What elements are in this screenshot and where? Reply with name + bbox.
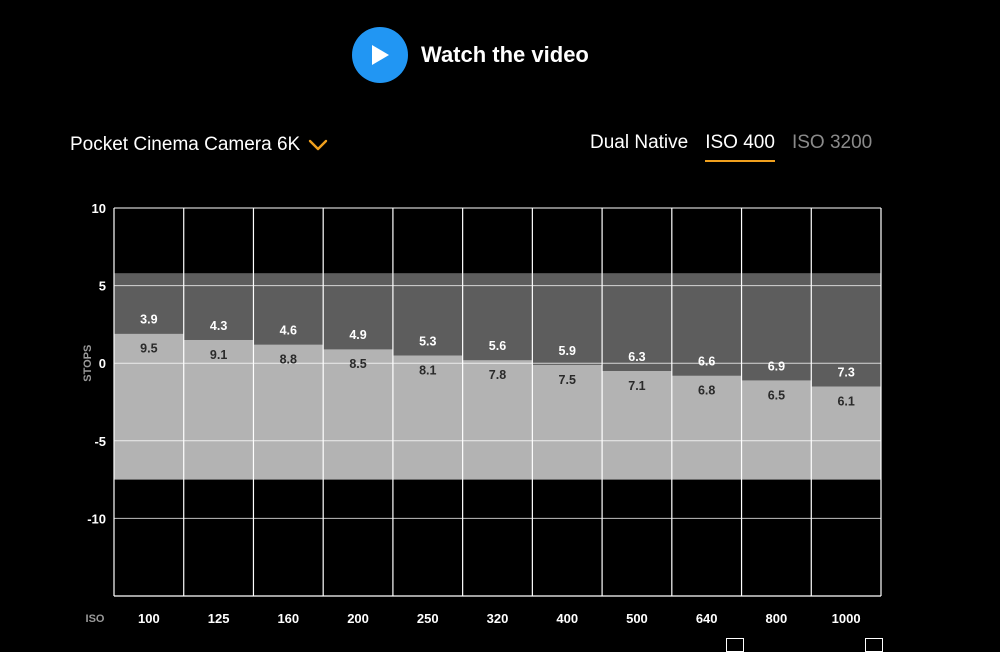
- x-tick-label: 200: [347, 611, 369, 626]
- legend-boxes: [0, 636, 1000, 652]
- legend-box: [726, 638, 744, 652]
- data-label-below: 8.8: [280, 353, 297, 367]
- data-label-above: 7.3: [837, 365, 854, 379]
- x-axis-label: ISO: [86, 613, 105, 625]
- upper-range-bar: [671, 273, 742, 376]
- dynamic-range-chart: 3.99.51004.39.11254.68.81604.98.52005.38…: [82, 201, 882, 626]
- upper-range-bar: [462, 273, 533, 361]
- data-label-below: 6.1: [837, 394, 854, 408]
- tab-iso-3200[interactable]: ISO 3200: [791, 132, 873, 153]
- x-tick-label: 500: [626, 611, 648, 626]
- lower-range-bar: [392, 355, 463, 480]
- y-tick-label: 10: [92, 201, 106, 216]
- data-label-above: 5.3: [419, 334, 436, 348]
- upper-range-bar: [602, 273, 672, 371]
- watch-video-label: Watch the video: [421, 42, 589, 67]
- data-label-above: 4.6: [280, 324, 297, 338]
- play-icon[interactable]: [352, 27, 408, 83]
- x-tick-label: 640: [696, 611, 718, 626]
- data-label-above: 5.9: [559, 344, 576, 358]
- upper-range-bar: [741, 273, 812, 381]
- x-tick-label: 800: [766, 611, 788, 626]
- lower-range-bar: [114, 333, 184, 480]
- upper-range-bar: [392, 273, 463, 356]
- lower-range-bar: [741, 380, 812, 480]
- upper-range-bar: [532, 273, 603, 365]
- dual-native-label: Dual Native: [590, 132, 689, 153]
- watch-video-button[interactable]: Watch the video: [352, 27, 589, 83]
- camera-select[interactable]: Pocket Cinema Camera 6K: [70, 132, 328, 158]
- x-tick-label: 400: [556, 611, 578, 626]
- lower-range-bar: [671, 375, 742, 480]
- data-label-above: 5.6: [489, 339, 506, 353]
- lower-range-bar: [253, 344, 324, 480]
- y-axis-label: STOPS: [82, 345, 94, 382]
- x-tick-label: 100: [138, 611, 160, 626]
- data-label-below: 8.5: [349, 357, 366, 371]
- lower-range-bar: [602, 370, 672, 480]
- chevron-down-icon: [308, 139, 328, 151]
- upper-range-bar: [253, 273, 324, 345]
- upper-range-bar: [811, 273, 881, 387]
- legend-box: [865, 638, 883, 652]
- lower-range-bar: [462, 360, 533, 480]
- lower-range-bar: [323, 349, 393, 480]
- x-tick-label: 160: [277, 611, 299, 626]
- data-label-above: 4.9: [349, 328, 366, 342]
- data-label-below: 9.5: [140, 342, 157, 356]
- data-label-below: 8.1: [419, 363, 436, 377]
- camera-select-label: Pocket Cinema Camera 6K: [70, 134, 301, 155]
- data-label-below: 6.8: [698, 384, 715, 398]
- lower-range-bar: [532, 364, 603, 480]
- data-label-above: 6.3: [628, 350, 645, 364]
- x-tick-label: 320: [487, 611, 509, 626]
- data-label-above: 6.9: [768, 359, 785, 373]
- y-tick-label: 5: [99, 279, 106, 294]
- x-tick-label: 1000: [832, 611, 861, 626]
- data-label-below: 7.5: [559, 373, 576, 387]
- data-label-below: 7.1: [628, 379, 645, 393]
- upper-range-bar: [114, 273, 184, 334]
- tab-iso-400[interactable]: ISO 400: [705, 132, 775, 162]
- data-label-above: 6.6: [698, 355, 715, 369]
- iso-selector: Dual Native ISO 400 ISO 3200: [590, 132, 889, 164]
- data-label-below: 7.8: [489, 368, 506, 382]
- x-tick-label: 250: [417, 611, 439, 626]
- y-tick-label: 0: [99, 356, 106, 371]
- data-label-below: 6.5: [768, 388, 785, 402]
- data-label-below: 9.1: [210, 348, 227, 362]
- y-tick-label: -5: [94, 434, 106, 449]
- x-tick-label: 125: [208, 611, 230, 626]
- data-label-above: 4.3: [210, 319, 227, 333]
- data-label-above: 3.9: [140, 313, 157, 327]
- y-tick-label: -10: [87, 511, 106, 526]
- lower-range-bar: [811, 386, 881, 480]
- upper-range-bar: [183, 273, 254, 340]
